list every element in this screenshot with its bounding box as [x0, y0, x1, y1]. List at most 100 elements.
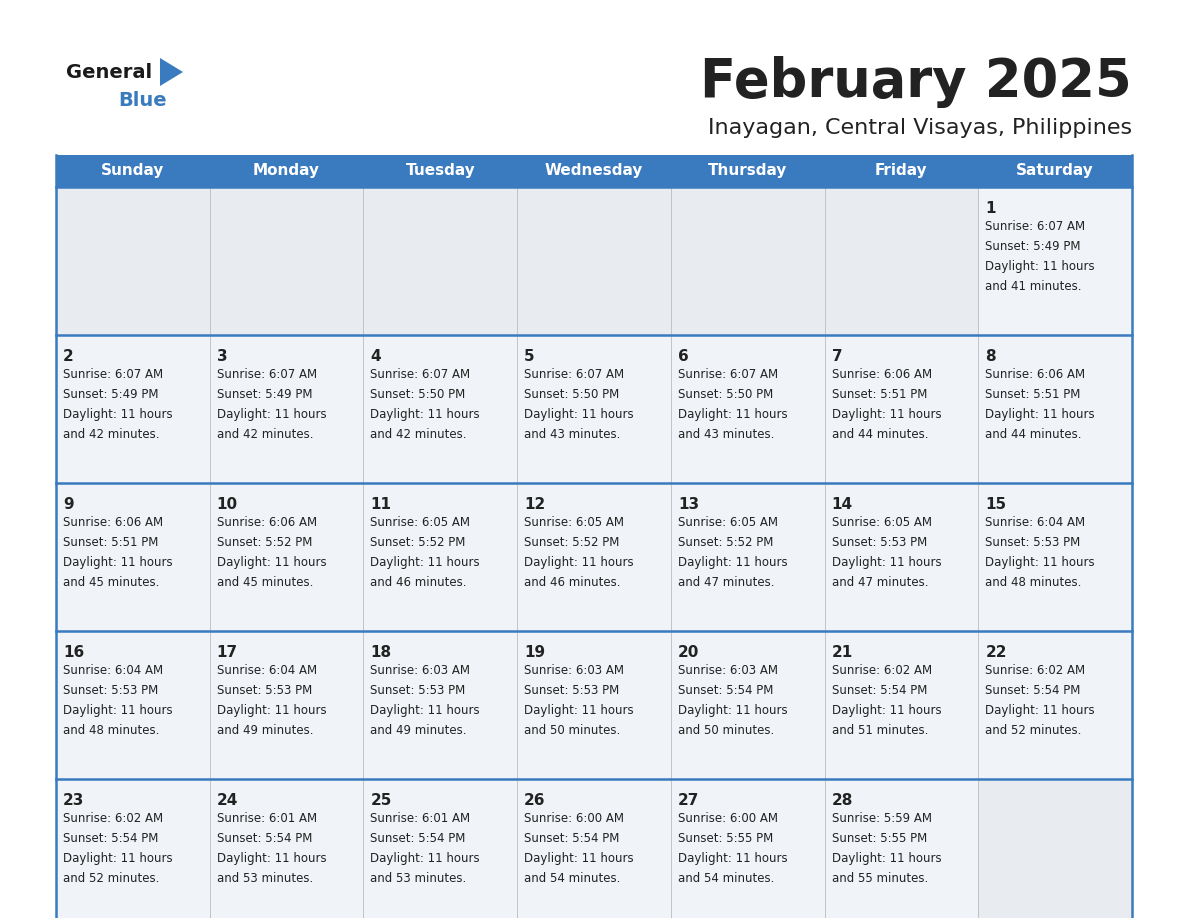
Text: 5: 5 [524, 349, 535, 364]
Text: Daylight: 11 hours: Daylight: 11 hours [985, 704, 1095, 717]
Text: Sunrise: 6:05 AM: Sunrise: 6:05 AM [832, 516, 931, 529]
Text: Sunset: 5:54 PM: Sunset: 5:54 PM [524, 832, 619, 845]
Bar [671, 335, 824, 483]
Text: Sunrise: 6:06 AM: Sunrise: 6:06 AM [216, 516, 317, 529]
Text: and 50 minutes.: and 50 minutes. [524, 724, 620, 737]
Bar [364, 483, 517, 631]
Text: and 42 minutes.: and 42 minutes. [371, 428, 467, 441]
Text: Daylight: 11 hours: Daylight: 11 hours [985, 556, 1095, 569]
Bar [978, 187, 1132, 335]
Text: Saturday: Saturday [1016, 163, 1094, 178]
Text: Sunset: 5:52 PM: Sunset: 5:52 PM [524, 536, 619, 549]
Text: and 47 minutes.: and 47 minutes. [832, 576, 928, 589]
Text: Sunrise: 6:07 AM: Sunrise: 6:07 AM [216, 368, 317, 381]
Text: and 46 minutes.: and 46 minutes. [524, 576, 620, 589]
Text: and 54 minutes.: and 54 minutes. [524, 872, 620, 885]
Text: Sunrise: 6:01 AM: Sunrise: 6:01 AM [216, 812, 317, 825]
Text: Sunrise: 6:02 AM: Sunrise: 6:02 AM [832, 664, 931, 677]
Text: Daylight: 11 hours: Daylight: 11 hours [985, 260, 1095, 273]
Text: Wednesday: Wednesday [545, 163, 643, 178]
Bar [210, 187, 364, 335]
Text: 23: 23 [63, 793, 84, 808]
Text: Daylight: 11 hours: Daylight: 11 hours [63, 852, 172, 865]
Text: and 48 minutes.: and 48 minutes. [63, 724, 159, 737]
Text: 8: 8 [985, 349, 996, 364]
Text: 19: 19 [524, 645, 545, 660]
Text: Daylight: 11 hours: Daylight: 11 hours [63, 704, 172, 717]
Text: Sunrise: 6:07 AM: Sunrise: 6:07 AM [678, 368, 778, 381]
Bar [671, 779, 824, 918]
Text: and 53 minutes.: and 53 minutes. [216, 872, 312, 885]
Text: 10: 10 [216, 497, 238, 512]
Text: Sunset: 5:54 PM: Sunset: 5:54 PM [216, 832, 312, 845]
Text: Sunrise: 5:59 AM: Sunrise: 5:59 AM [832, 812, 931, 825]
Text: Inayagan, Central Visayas, Philippines: Inayagan, Central Visayas, Philippines [708, 118, 1132, 138]
Bar [978, 631, 1132, 779]
Bar [364, 779, 517, 918]
Text: and 41 minutes.: and 41 minutes. [985, 280, 1082, 293]
Text: 27: 27 [678, 793, 700, 808]
Text: Daylight: 11 hours: Daylight: 11 hours [678, 704, 788, 717]
Text: Daylight: 11 hours: Daylight: 11 hours [524, 704, 633, 717]
Bar [56, 187, 210, 335]
Text: and 52 minutes.: and 52 minutes. [63, 872, 159, 885]
Text: Sunset: 5:49 PM: Sunset: 5:49 PM [216, 388, 312, 401]
Text: Daylight: 11 hours: Daylight: 11 hours [832, 556, 941, 569]
Bar [824, 631, 978, 779]
Text: Sunset: 5:55 PM: Sunset: 5:55 PM [832, 832, 927, 845]
Bar [56, 155, 1132, 187]
Text: 13: 13 [678, 497, 699, 512]
Text: Sunset: 5:54 PM: Sunset: 5:54 PM [371, 832, 466, 845]
Text: Sunset: 5:52 PM: Sunset: 5:52 PM [371, 536, 466, 549]
Text: Daylight: 11 hours: Daylight: 11 hours [216, 704, 327, 717]
Text: 3: 3 [216, 349, 227, 364]
Text: Sunrise: 6:06 AM: Sunrise: 6:06 AM [832, 368, 931, 381]
Text: Sunset: 5:50 PM: Sunset: 5:50 PM [371, 388, 466, 401]
Text: and 49 minutes.: and 49 minutes. [371, 724, 467, 737]
Text: Sunset: 5:51 PM: Sunset: 5:51 PM [832, 388, 927, 401]
Text: Sunrise: 6:06 AM: Sunrise: 6:06 AM [985, 368, 1086, 381]
Text: 1: 1 [985, 201, 996, 216]
Bar [978, 335, 1132, 483]
Text: Sunrise: 6:07 AM: Sunrise: 6:07 AM [524, 368, 624, 381]
Text: Daylight: 11 hours: Daylight: 11 hours [63, 556, 172, 569]
Bar [824, 483, 978, 631]
Polygon shape [160, 58, 183, 86]
Bar [364, 631, 517, 779]
Text: Sunset: 5:49 PM: Sunset: 5:49 PM [985, 240, 1081, 253]
Text: 24: 24 [216, 793, 238, 808]
Text: and 49 minutes.: and 49 minutes. [216, 724, 314, 737]
Text: Daylight: 11 hours: Daylight: 11 hours [985, 408, 1095, 421]
Text: Sunrise: 6:00 AM: Sunrise: 6:00 AM [524, 812, 624, 825]
Text: Sunset: 5:53 PM: Sunset: 5:53 PM [216, 684, 312, 697]
Text: and 45 minutes.: and 45 minutes. [63, 576, 159, 589]
Text: Sunset: 5:53 PM: Sunset: 5:53 PM [524, 684, 619, 697]
Text: Thursday: Thursday [708, 163, 788, 178]
Text: Sunset: 5:51 PM: Sunset: 5:51 PM [985, 388, 1081, 401]
Bar [978, 779, 1132, 918]
Text: 2: 2 [63, 349, 74, 364]
Bar [210, 779, 364, 918]
Text: Sunrise: 6:06 AM: Sunrise: 6:06 AM [63, 516, 163, 529]
Bar [56, 483, 210, 631]
Text: Daylight: 11 hours: Daylight: 11 hours [678, 852, 788, 865]
Bar [517, 335, 671, 483]
Text: Blue: Blue [118, 91, 166, 109]
Text: Sunset: 5:51 PM: Sunset: 5:51 PM [63, 536, 158, 549]
Bar [671, 483, 824, 631]
Text: 12: 12 [524, 497, 545, 512]
Text: 15: 15 [985, 497, 1006, 512]
Text: Sunset: 5:54 PM: Sunset: 5:54 PM [63, 832, 158, 845]
Text: 14: 14 [832, 497, 853, 512]
Bar [824, 187, 978, 335]
Text: Sunset: 5:53 PM: Sunset: 5:53 PM [985, 536, 1081, 549]
Text: and 50 minutes.: and 50 minutes. [678, 724, 775, 737]
Text: Sunset: 5:54 PM: Sunset: 5:54 PM [678, 684, 773, 697]
Text: Sunrise: 6:02 AM: Sunrise: 6:02 AM [985, 664, 1086, 677]
Text: Sunrise: 6:00 AM: Sunrise: 6:00 AM [678, 812, 778, 825]
Text: Sunrise: 6:03 AM: Sunrise: 6:03 AM [678, 664, 778, 677]
Bar [517, 187, 671, 335]
Text: Sunrise: 6:03 AM: Sunrise: 6:03 AM [524, 664, 624, 677]
Text: Daylight: 11 hours: Daylight: 11 hours [832, 704, 941, 717]
Text: Sunset: 5:53 PM: Sunset: 5:53 PM [371, 684, 466, 697]
